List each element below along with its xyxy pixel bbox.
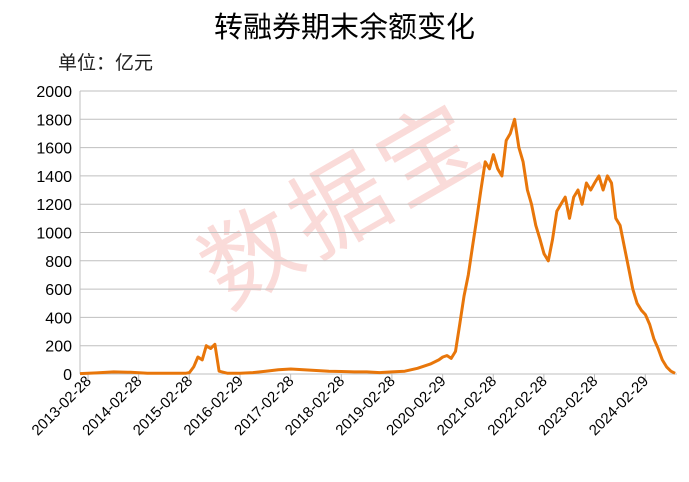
y-tick-label: 2000	[36, 84, 72, 101]
y-tick-label: 1400	[36, 169, 72, 186]
y-tick-label: 1800	[36, 112, 72, 129]
unit-label: 单位：亿元	[58, 52, 154, 74]
y-tick-label: 1000	[36, 226, 72, 243]
y-tick-label: 0	[63, 367, 72, 384]
y-tick-label: 800	[45, 254, 72, 271]
chart-title: 转融券期末余额变化	[213, 10, 475, 44]
gridlines	[79, 90, 677, 375]
x-axis-ticks: 2013-02-282014-02-282015-02-282016-02-29…	[29, 373, 652, 439]
plot-area	[79, 117, 676, 376]
y-tick-label: 600	[45, 282, 72, 299]
y-tick-label: 400	[45, 310, 72, 327]
series-line	[79, 117, 676, 376]
y-tick-label: 1600	[36, 141, 72, 158]
y-tick-label: 1200	[36, 197, 72, 214]
y-tick-label: 200	[45, 339, 72, 356]
